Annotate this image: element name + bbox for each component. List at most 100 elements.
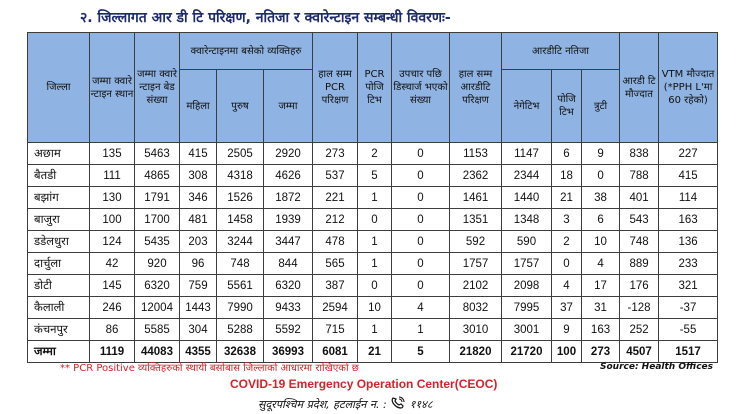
cell-rdt: 2362: [449, 164, 502, 187]
cell-pcr-pos: 1: [357, 318, 392, 341]
cell-vtm: 114: [658, 186, 719, 209]
cell-pcr: 6081: [312, 340, 358, 363]
cell-female: 203: [179, 230, 217, 253]
cell-female: 481: [179, 208, 217, 231]
table-row: बझांग 130 1791 346 1526 1872 221 1 0 1461 1440 21 38…: [27, 186, 719, 209]
cell-err: 38: [580, 186, 621, 209]
cell-pcr-pos: 1: [357, 230, 392, 253]
cell-pcr-pos: 1: [357, 186, 392, 209]
cell-pcr: 273: [312, 142, 358, 165]
cell-male: 748: [216, 252, 264, 275]
cell-total: 2920: [263, 142, 313, 165]
cell-pcr-pos: 2: [357, 142, 392, 165]
cell-pos: 100: [551, 340, 582, 363]
cell-discharged: 0: [391, 252, 450, 275]
cell-vtm: 136: [658, 230, 719, 253]
header-female: महिला: [179, 69, 217, 143]
cell-rdt: 1153: [449, 142, 502, 165]
cell-discharged: 0: [391, 274, 450, 297]
cell-pcr: 2594: [312, 296, 358, 319]
cell-err: 9: [580, 142, 621, 165]
cell-district: कैलाली: [27, 296, 90, 319]
cell-beds: 12004: [134, 296, 180, 319]
cell-pos: 4: [551, 274, 582, 297]
cell-places: 100: [89, 208, 135, 231]
cell-rdt: 21820: [449, 340, 502, 363]
cell-male: 1526: [216, 186, 264, 209]
cell-rdt-stock: 401: [619, 186, 660, 209]
cell-rdt-stock: 788: [619, 164, 660, 187]
cell-district: दार्चुला: [27, 252, 90, 275]
table-row: कैलाली 246 12004 1443 7990 9433 2594 10 4 8032 799…: [27, 296, 719, 319]
header-quarantine-places: जम्मा क्वारे न्टाइन स्थान: [89, 32, 135, 143]
cell-rdt-stock: 543: [619, 208, 660, 231]
cell-female: 4355: [179, 340, 217, 363]
header-positive: पोजि टिभ: [551, 69, 582, 143]
cell-total: 1872: [263, 186, 313, 209]
cell-rdt: 2102: [449, 274, 502, 297]
cell-rdt-stock: 176: [619, 274, 660, 297]
cell-err: 163: [580, 318, 621, 341]
cell-err: 4: [580, 252, 621, 275]
header-pcr-positive: PCR पोजि टिभ: [357, 32, 392, 143]
cell-vtm: 163: [658, 208, 719, 231]
cell-pcr-pos: 1: [357, 252, 392, 275]
cell-female: 96: [179, 252, 217, 275]
cell-vtm: 321: [658, 274, 719, 297]
cell-total: 4626: [263, 164, 313, 187]
cell-total: 5592: [263, 318, 313, 341]
cell-err: 10: [580, 230, 621, 253]
cell-pcr: 387: [312, 274, 358, 297]
cell-beds: 6320: [134, 274, 180, 297]
cell-err: 0: [580, 164, 621, 187]
cell-rdt-stock: 889: [619, 252, 660, 275]
cell-discharged: 5: [391, 340, 450, 363]
header-male: पुरुष: [216, 69, 264, 143]
cell-district: कंचनपुर: [27, 318, 90, 341]
cell-pos: 18: [551, 164, 582, 187]
cell-pcr-pos: 0: [357, 274, 392, 297]
cell-neg: 1757: [501, 252, 552, 275]
cell-pos: 37: [551, 296, 582, 319]
cell-neg: 2098: [501, 274, 552, 297]
cell-total: 1939: [263, 208, 313, 231]
cell-neg: 590: [501, 230, 552, 253]
cell-pos: 21: [551, 186, 582, 209]
cell-total: 36993: [263, 340, 313, 363]
cell-male: 3244: [216, 230, 264, 253]
cell-discharged: 0: [391, 208, 450, 231]
header-in-quarantine-group: क्वारेन्टाइनमा बसेको व्यक्तिहरु: [179, 32, 313, 70]
cell-male: 32638: [216, 340, 264, 363]
cell-beds: 4865: [134, 164, 180, 187]
cell-rdt: 1351: [449, 208, 502, 231]
cell-pos: 9: [551, 318, 582, 341]
cell-neg: 1440: [501, 186, 552, 209]
cell-male: 5561: [216, 274, 264, 297]
cell-male: 5288: [216, 318, 264, 341]
cell-rdt: 1461: [449, 186, 502, 209]
cell-district: बैतडी: [27, 164, 90, 187]
cell-vtm: 233: [658, 252, 719, 275]
cell-places: 135: [89, 142, 135, 165]
district-rdt-quarantine-table: जिल्ला जम्मा क्वारे न्टाइन स्थान जम्मा क…: [27, 32, 719, 363]
table-body: अछाम 135 5463 415 2505 2920 273 2 0 1153 1147 6 9 838…: [27, 142, 719, 363]
cell-beds: 5463: [134, 142, 180, 165]
cell-places: 246: [89, 296, 135, 319]
table-row: बैतडी 111 4865 308 4318 4626 537 5 0 2362 2344 18 0 7…: [27, 164, 719, 187]
cell-total: 9433: [263, 296, 313, 319]
cell-beds: 1700: [134, 208, 180, 231]
cell-total: 844: [263, 252, 313, 275]
cell-district: बझांग: [27, 186, 90, 209]
cell-discharged: 1: [391, 318, 450, 341]
cell-rdt-stock: 4507: [619, 340, 660, 363]
footnote: ** PCR Positive व्यक्तिहरुको स्थायी बसोब…: [60, 363, 359, 374]
header-rdt-tests: हाल सम्म आरडीटि परिक्षण: [449, 32, 502, 143]
cell-pcr: 715: [312, 318, 358, 341]
cell-pos: 0: [551, 252, 582, 275]
table-row: कंचनपुर 86 5585 304 5288 5592 715 1 1 3010 3001 9 16…: [27, 318, 719, 341]
cell-female: 346: [179, 186, 217, 209]
cell-rdt: 592: [449, 230, 502, 253]
table-row: डडेलधुरा 124 5435 203 3244 3447 478 1 0 592 590 2 10…: [27, 230, 719, 253]
cell-male: 7990: [216, 296, 264, 319]
cell-beds: 5585: [134, 318, 180, 341]
